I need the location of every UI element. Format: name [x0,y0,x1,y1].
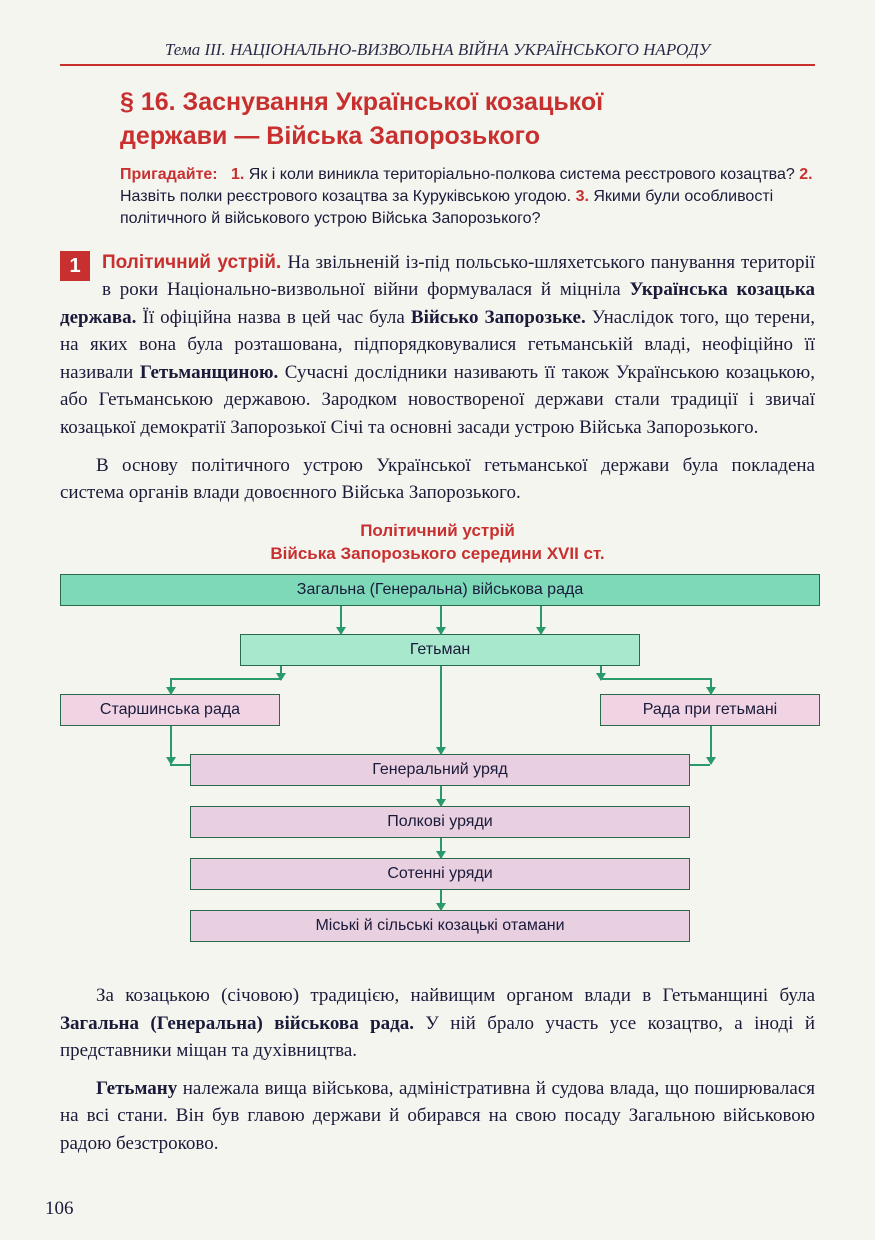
chart-box-left: Старшинська рада [60,694,280,726]
chart-box-top: Загальна (Генеральна) військова рада [60,574,820,606]
hline-left [170,678,280,680]
recall-q2: Назвіть полки реєстрового козацтва за Ку… [120,188,576,205]
arrow-top-hetman-2 [440,606,442,634]
p1-b2: Військо Запорозьке. [411,307,586,328]
arrow-polk-sot [440,838,442,858]
arrow-top-hetman-3 [540,606,542,634]
p1-t2: Її офіційна назва в цей час була [136,307,411,328]
page-number: 106 [45,1198,74,1220]
stub-left [280,666,282,680]
hline-left-merge [170,764,190,766]
chart-box-hetman: Гетьман [240,634,640,666]
arrow-left-down [170,726,172,764]
p3-b1: Загальна (Генеральна) військова рада. [60,1013,414,1034]
chart-box-general: Генеральний уряд [190,754,690,786]
diagram-title-line2: Війська Запорозького середини XVII ст. [270,544,604,563]
arrow-gen-polk [440,786,442,806]
chart-box-city: Міські й сільські козацькі отамани [190,910,690,942]
section-title-line1: § 16. Заснування Української козацької [120,88,603,116]
arrow-top-hetman-1 [340,606,342,634]
diagram-title: Політичний устрій Війська Запорозького с… [60,519,815,567]
hline-right-merge [690,764,710,766]
recall-n1: 1. [231,166,244,183]
section-title-line2: держави — Війська Запорозького [120,122,540,150]
chart-box-right: Рада при гетьмані [600,694,820,726]
arrow-hetman-gen [440,666,442,754]
arrow-hetman-left [170,678,172,694]
hline-right [600,678,710,680]
recall-label: Пригадайте: [120,166,218,183]
arrow-right-down [710,726,712,764]
org-chart: Загальна (Генеральна) військова рада Геть… [60,574,820,964]
recall-n2: 2. [799,166,812,183]
p1-lead: Політичний устрій. [102,252,288,273]
paragraph-1-wrapper: 1 Політичний устрій. На звільненій із-пі… [60,249,815,452]
p1-b3: Гетьманщиною. [140,362,278,383]
chart-box-polk: Полкові уряди [190,806,690,838]
recall-q1: Як і коли виникла територіально-полкова … [244,166,799,183]
section-number-box: 1 [60,251,90,281]
p3-t1: За козацькою (січовою) традицією, найвищ… [96,985,815,1006]
arrow-sot-city [440,890,442,910]
recall-block: Пригадайте: 1. Як і коли виникла територ… [120,164,815,231]
paragraph-1: Політичний устрій. На звільненій із-під … [60,249,815,442]
diagram-title-line1: Політичний устрій [360,521,515,540]
paragraph-2: В основу політичного устрою Української … [60,452,815,507]
header-rule [60,64,815,66]
paragraph-4: Гетьману належала вища військова, адміні… [60,1075,815,1158]
paragraph-3: За козацькою (січовою) традицією, найвищ… [60,982,815,1065]
arrow-hetman-right [710,678,712,694]
p4-b1: Гетьману [96,1078,177,1099]
stub-right [600,666,602,680]
running-header: Тема III. НАЦІОНАЛЬНО-ВИЗВОЛЬНА ВІЙНА УК… [60,40,815,64]
chart-box-sot: Сотенні уряди [190,858,690,890]
section-title: § 16. Заснування Української козацької д… [120,86,815,154]
recall-n3: 3. [576,188,589,205]
